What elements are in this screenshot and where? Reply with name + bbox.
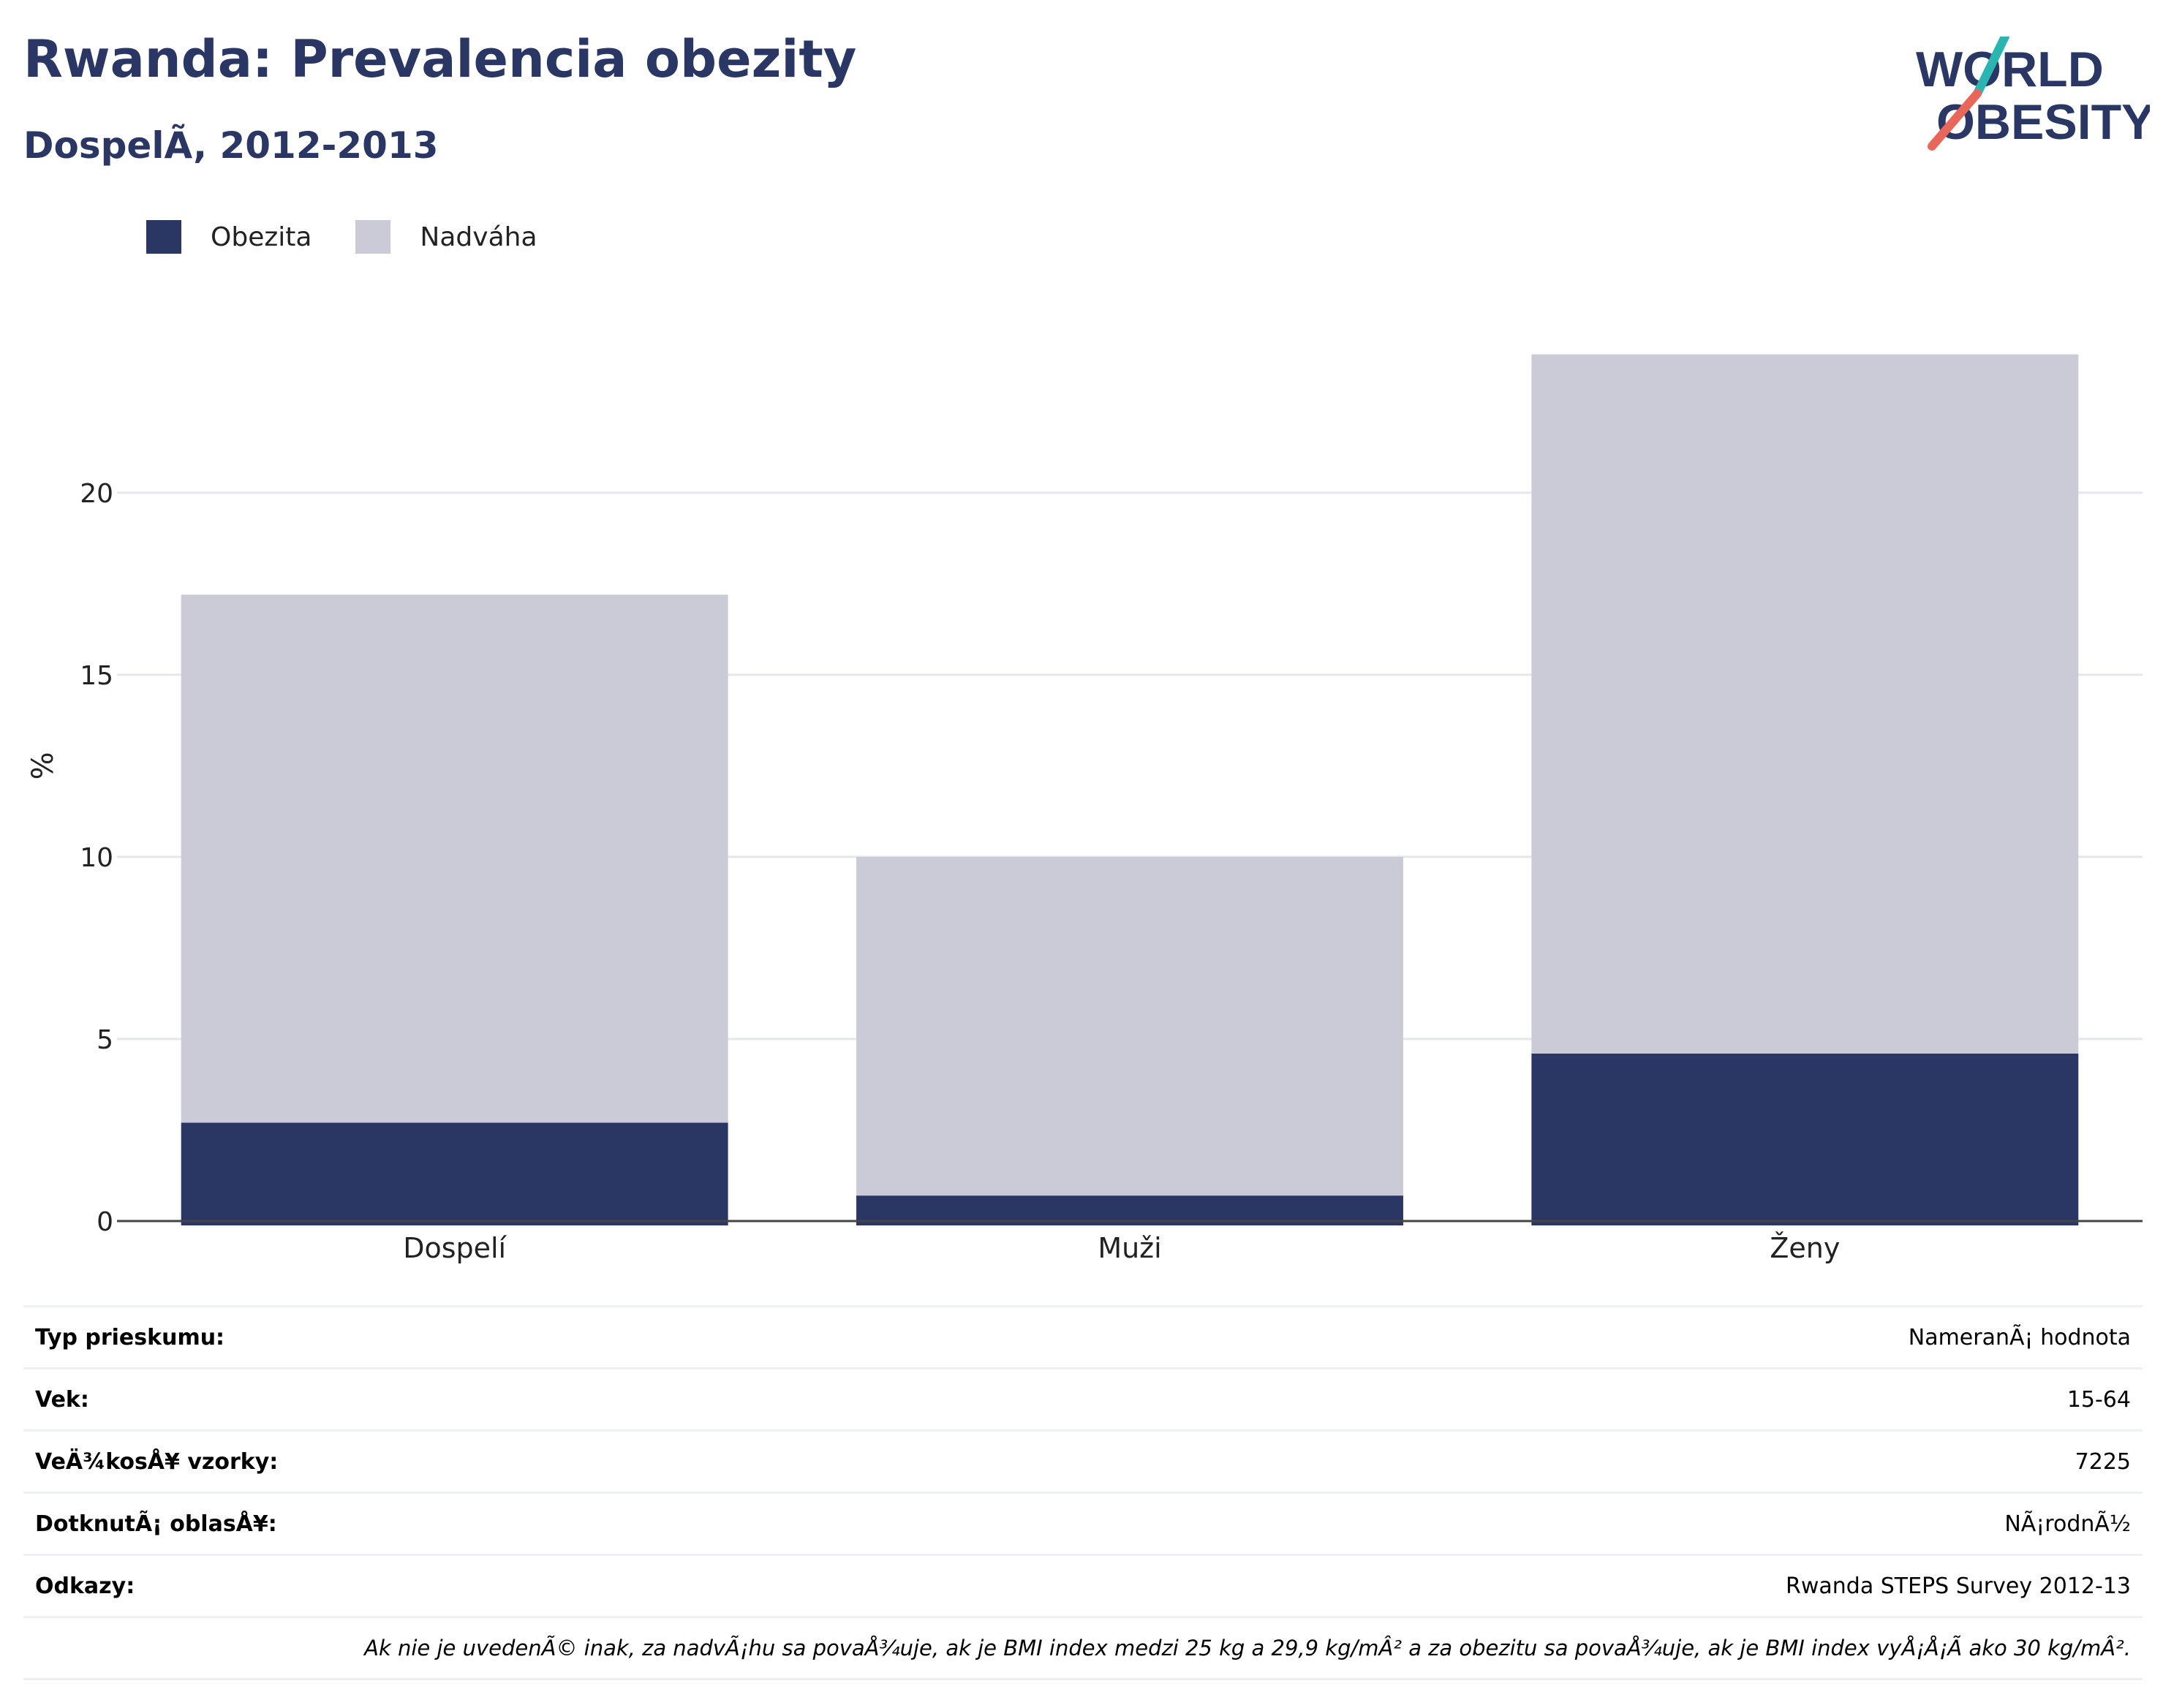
legend-label-nadvaha: Nadváha [420, 222, 537, 252]
bar-obezita-0 [181, 1122, 728, 1225]
y-tick-label: 0 [97, 1207, 113, 1237]
world-obesity-logo: WORLD OBESITY [1916, 37, 2150, 151]
x-tick-label: Ženy [1770, 1232, 1840, 1264]
chart-title: Rwanda: Prevalencia obezity [23, 29, 857, 89]
bar-nadváha-0 [181, 594, 728, 1123]
logo-teal-slash [1973, 37, 2009, 98]
x-tick-label: Dospelí [403, 1232, 507, 1264]
bar-obezita-2 [1531, 1053, 2079, 1225]
bar-nadváha-2 [1531, 354, 2079, 1054]
info-row: DotknutÃ¡ oblasÅ¥: NÃ¡rodnÃ½ [23, 1492, 2143, 1555]
stacked-bar-chart: 0 5 10 15 20% Dospelí Muži Ženy [26, 354, 2143, 1264]
chart-legend: Obezita Nadváha [146, 219, 581, 254]
info-row: VeÄ¾kosÅ¥ vzorky: 7225 [23, 1429, 2143, 1493]
y-axis-title: % [26, 752, 60, 779]
y-tick-label: 20 [80, 479, 113, 509]
legend-item-obezita[interactable]: Obezita [146, 220, 312, 254]
bar-nadváha-1 [856, 856, 1403, 1196]
info-value: NÃ¡rodnÃ½ [912, 1492, 2143, 1555]
info-key: Vek: [23, 1367, 913, 1431]
info-row: Vek: 15-64 [23, 1367, 2143, 1431]
info-note-row: Ak nie je uvedenÃ© inak, za nadvÃ¡hu sa … [23, 1616, 2143, 1680]
x-tick-label: Muži [1098, 1232, 1161, 1264]
info-value: 7225 [912, 1429, 2143, 1493]
info-row: Typ prieskumu: NameranÃ¡ hodnota [23, 1305, 2143, 1369]
definition-note: Ak nie je uvedenÃ© inak, za nadvÃ¡hu sa … [23, 1616, 2143, 1680]
legend-label-obezita: Obezita [211, 222, 312, 252]
y-tick-label: 10 [80, 843, 113, 873]
legend-swatch-nadvaha [355, 220, 391, 254]
info-key: DotknutÃ¡ oblasÅ¥: [23, 1492, 913, 1555]
chart-subtitle: DospelÃ, 2012-2013 [23, 124, 439, 167]
info-value: 15-64 [912, 1367, 2143, 1431]
y-tick-label: 5 [97, 1025, 113, 1055]
logo-line-world: WORLD [1916, 42, 2104, 97]
info-key: Odkazy: [23, 1554, 913, 1617]
y-tick-label: 15 [80, 661, 113, 691]
info-value: NameranÃ¡ hodnota [912, 1305, 2143, 1369]
info-key: Typ prieskumu: [23, 1305, 913, 1369]
logo-coral-slash [1928, 89, 1982, 151]
survey-info-table: Typ prieskumu: NameranÃ¡ hodnota Vek: 15-64… [23, 1305, 2143, 1680]
info-row: Odkazy: Rwanda STEPS Survey 2012-13 [23, 1554, 2143, 1617]
info-value: Rwanda STEPS Survey 2012-13 [912, 1554, 2143, 1617]
info-key: VeÄ¾kosÅ¥ vzorky: [23, 1429, 913, 1493]
legend-item-nadvaha[interactable]: Nadváha [355, 220, 537, 254]
legend-swatch-obezita [146, 220, 181, 254]
